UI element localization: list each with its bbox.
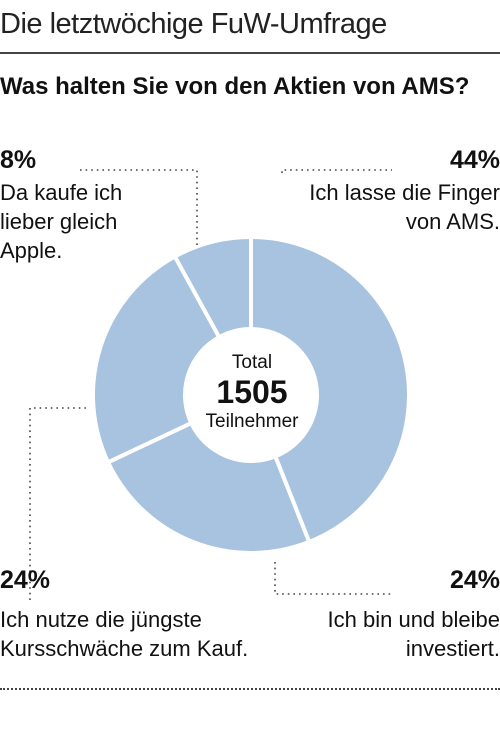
slice-label-2: Ich nutze die jüngste Kursschwäche zum K…	[0, 607, 249, 661]
slice-label-1: Ich bin und bleibe investiert.	[327, 607, 500, 661]
donut-slice-0	[249, 234, 411, 545]
slice-percent-0: 44%	[449, 146, 500, 174]
slice-percent-1: 24%	[449, 566, 500, 594]
slice-label-3: Da kaufe ich lieber gleich Apple.	[0, 180, 123, 263]
leader-line-0	[281, 169, 392, 173]
header-rule	[0, 52, 500, 54]
slice-percent-3: 8%	[0, 146, 37, 174]
survey-header: Die letztwöchige FuW-Umfrage	[0, 8, 387, 40]
question-title: Was halten Sie von den Aktien von AMS?	[0, 73, 470, 100]
donut-slice-3	[172, 234, 253, 340]
donut-slice-2	[91, 253, 222, 465]
center-participants-label: Teilnehmer	[205, 411, 299, 432]
slice-label-0: Ich lasse die Finger von AMS.	[309, 180, 500, 234]
slice-percent-2: 24%	[0, 566, 51, 594]
leader-line-3	[29, 407, 88, 600]
leader-line-2	[274, 562, 392, 595]
donut-slice-1	[105, 420, 312, 555]
bottom-dotted-rule	[0, 688, 500, 690]
center-total-label: Total	[231, 352, 273, 373]
center-total-count: 1505	[216, 374, 288, 410]
